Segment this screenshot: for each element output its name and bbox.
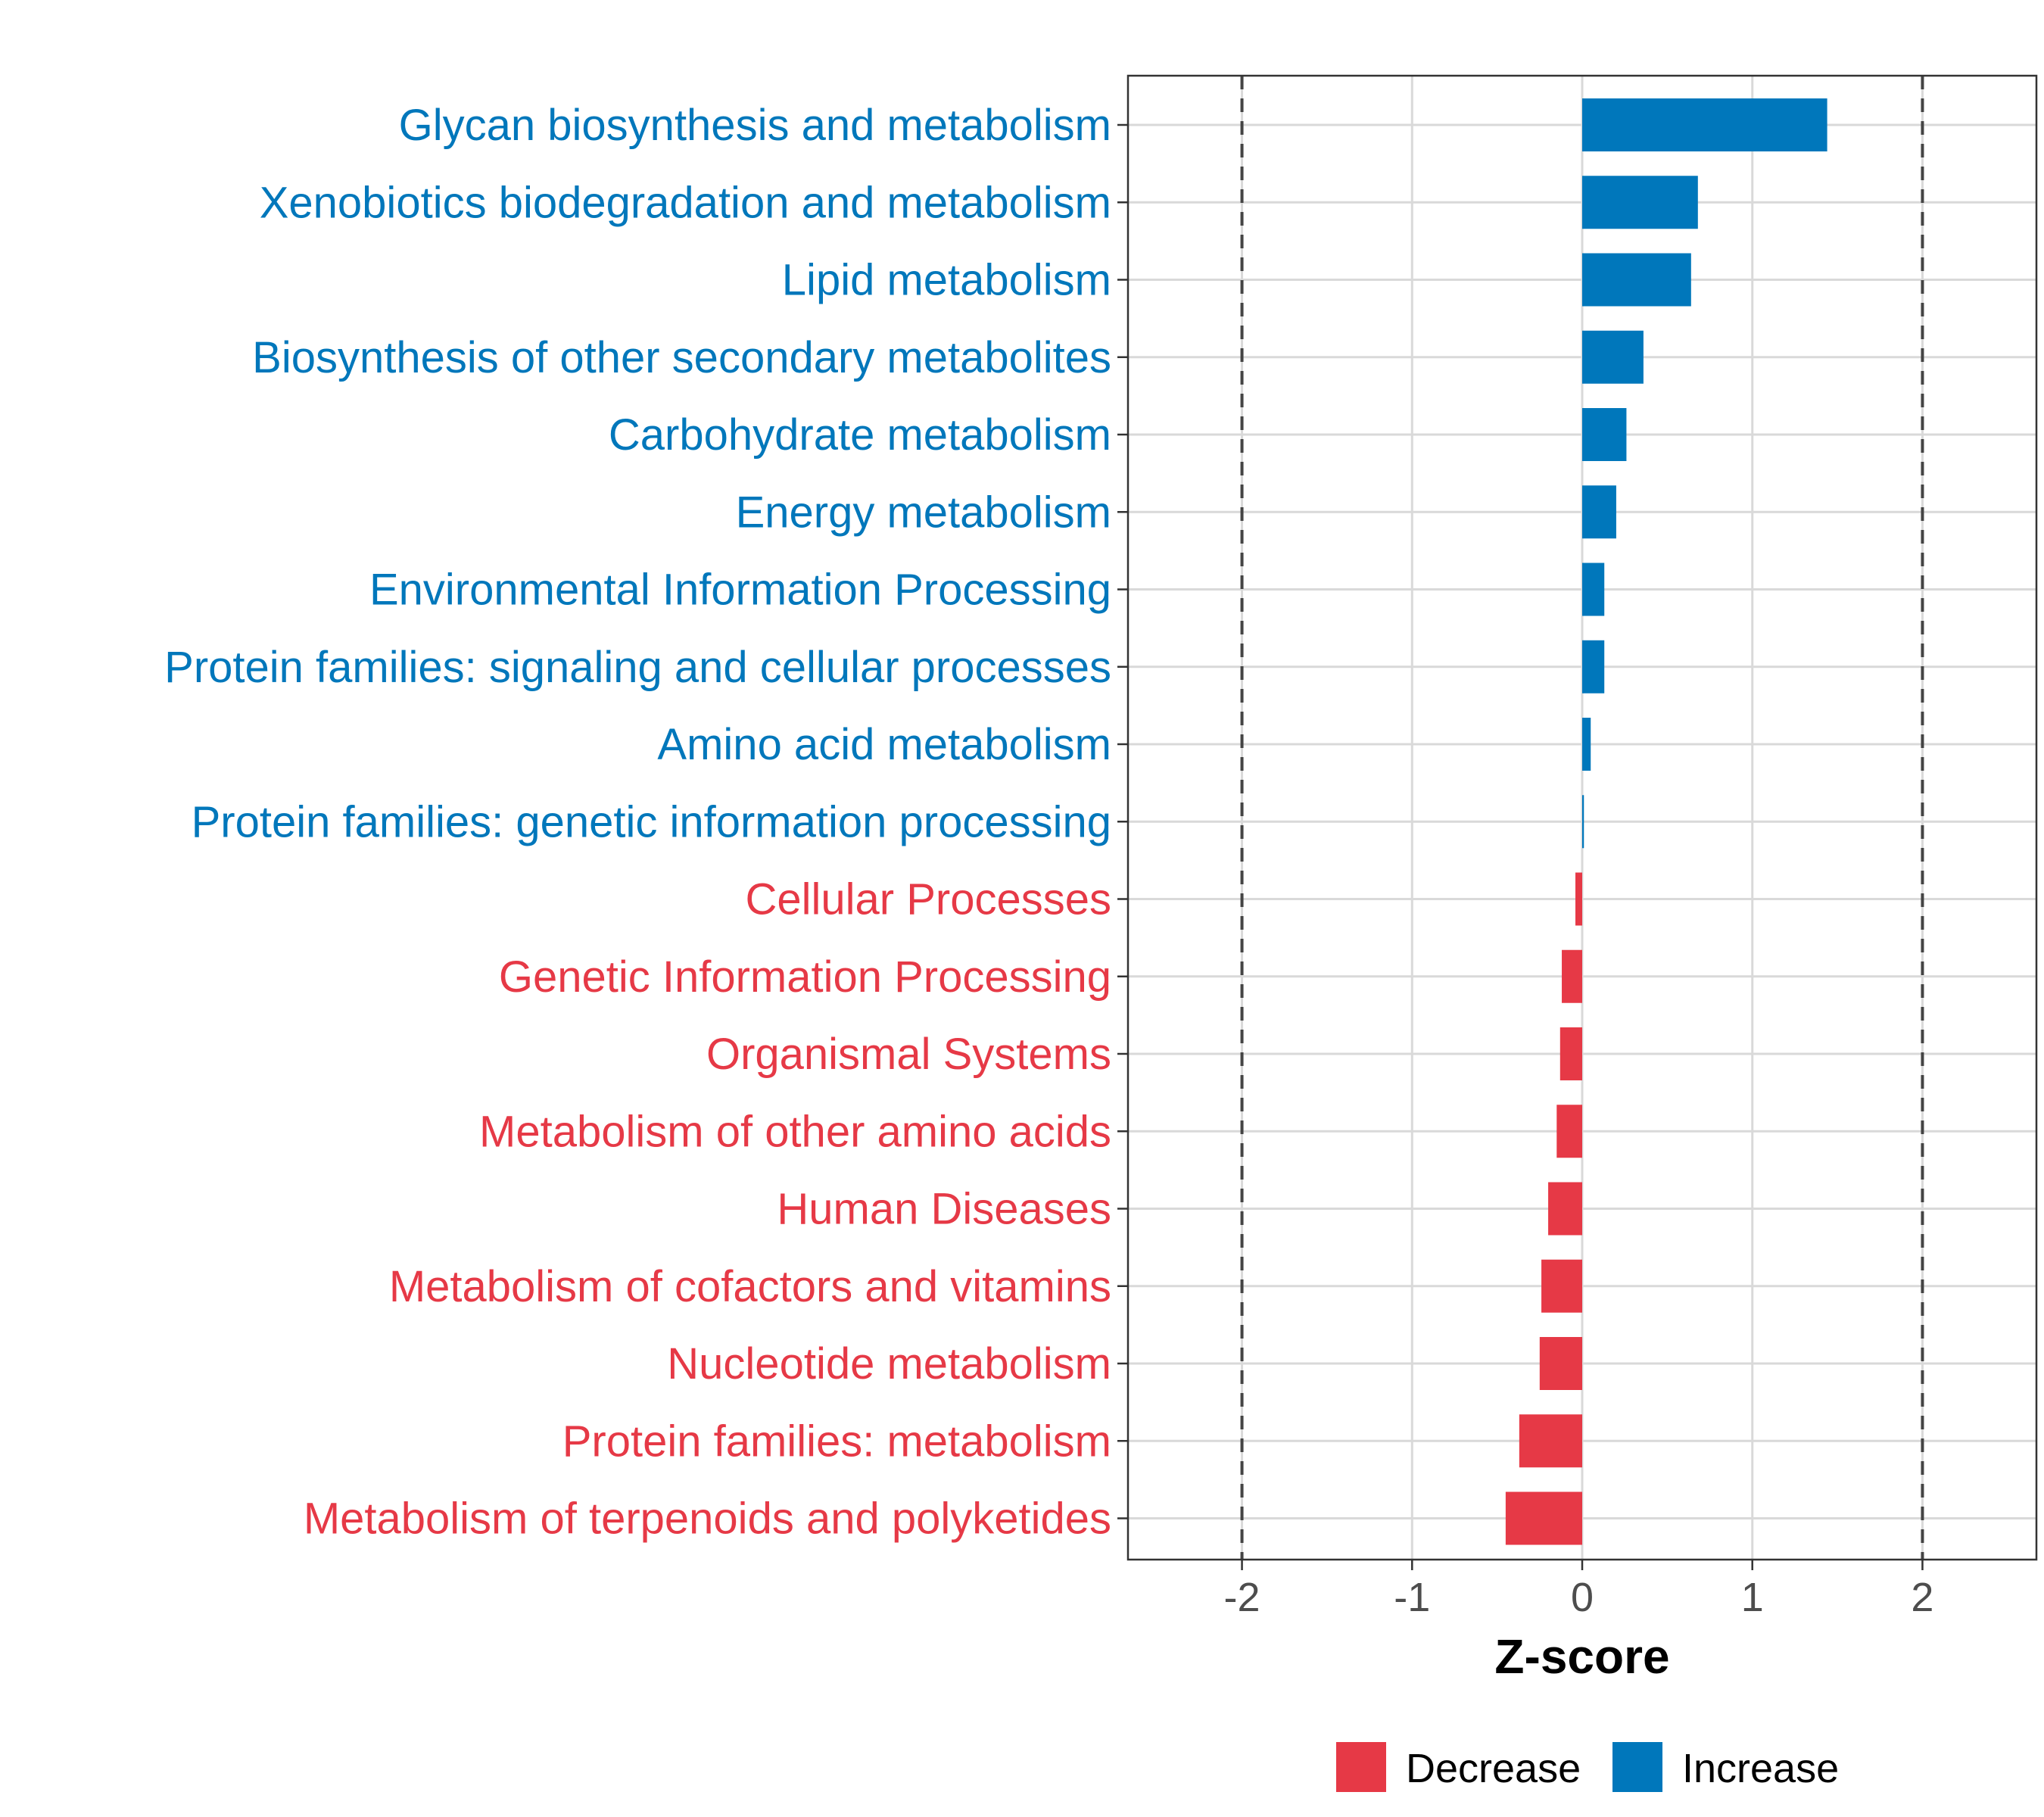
category-label: Organismal Systems bbox=[706, 1030, 1111, 1079]
bar bbox=[1582, 98, 1827, 151]
legend-swatch bbox=[1612, 1742, 1662, 1792]
bar bbox=[1582, 408, 1627, 461]
category-label: Amino acid metabolism bbox=[657, 720, 1111, 769]
bar bbox=[1541, 1259, 1582, 1313]
bar bbox=[1548, 1182, 1582, 1236]
legend: Decrease Increase bbox=[1336, 1742, 1839, 1792]
bar bbox=[1582, 563, 1605, 616]
threshold-lines bbox=[1240, 76, 1924, 1560]
bar bbox=[1582, 330, 1644, 384]
category-label: Protein families: signaling and cellular… bbox=[164, 643, 1111, 692]
bar bbox=[1505, 1491, 1582, 1545]
x-tick-label: 0 bbox=[1571, 1575, 1594, 1620]
category-label: Metabolism of other amino acids bbox=[479, 1107, 1111, 1156]
category-label: Carbohydrate metabolism bbox=[609, 410, 1111, 460]
bar bbox=[1519, 1414, 1582, 1468]
category-label: Human Diseases bbox=[777, 1185, 1111, 1234]
bar bbox=[1575, 872, 1582, 926]
category-label: Nucleotide metabolism bbox=[667, 1339, 1111, 1388]
x-tick-label: -1 bbox=[1394, 1575, 1430, 1620]
x-tick-label: 2 bbox=[1911, 1575, 1933, 1620]
category-label: Protein families: genetic information pr… bbox=[192, 797, 1111, 846]
bar bbox=[1582, 795, 1584, 849]
category-label: Energy metabolism bbox=[736, 488, 1111, 537]
category-label: Lipid metabolism bbox=[782, 256, 1111, 305]
bar bbox=[1582, 176, 1698, 229]
bar bbox=[1582, 640, 1605, 693]
bar bbox=[1582, 253, 1691, 307]
bar bbox=[1582, 485, 1616, 539]
legend-swatch bbox=[1336, 1742, 1386, 1792]
category-label: Biosynthesis of other secondary metaboli… bbox=[252, 333, 1111, 382]
legend-label: Decrease bbox=[1406, 1746, 1581, 1791]
bar bbox=[1582, 718, 1591, 771]
category-label: Protein families: metabolism bbox=[562, 1417, 1111, 1466]
category-label: Metabolism of terpenoids and polyketides bbox=[304, 1494, 1111, 1544]
bar bbox=[1562, 949, 1582, 1003]
bar bbox=[1556, 1105, 1582, 1158]
bar bbox=[1559, 1027, 1582, 1080]
x-tick-label: -2 bbox=[1224, 1575, 1260, 1620]
category-label: Environmental Information Processing bbox=[369, 566, 1111, 615]
legend-label: Increase bbox=[1682, 1746, 1839, 1791]
x-axis-title: Z-score bbox=[1494, 1629, 1669, 1684]
bars bbox=[1505, 98, 1827, 1545]
y-axis-ticks bbox=[1117, 123, 1128, 1519]
x-tick-label: 1 bbox=[1741, 1575, 1764, 1620]
x-axis-ticks: -2 -1 0 1 2 bbox=[1224, 1560, 1933, 1620]
category-label: Glycan biosynthesis and metabolism bbox=[399, 101, 1111, 150]
category-label: Xenobiotics biodegradation and metabolis… bbox=[260, 178, 1111, 227]
category-label: Metabolism of cofactors and vitamins bbox=[389, 1262, 1111, 1311]
category-label: Cellular Processes bbox=[745, 875, 1111, 924]
bar bbox=[1539, 1337, 1582, 1390]
category-label: Genetic Information Processing bbox=[499, 952, 1111, 1002]
category-labels: Glycan biosynthesis and metabolism Xenobi… bbox=[164, 101, 1111, 1544]
